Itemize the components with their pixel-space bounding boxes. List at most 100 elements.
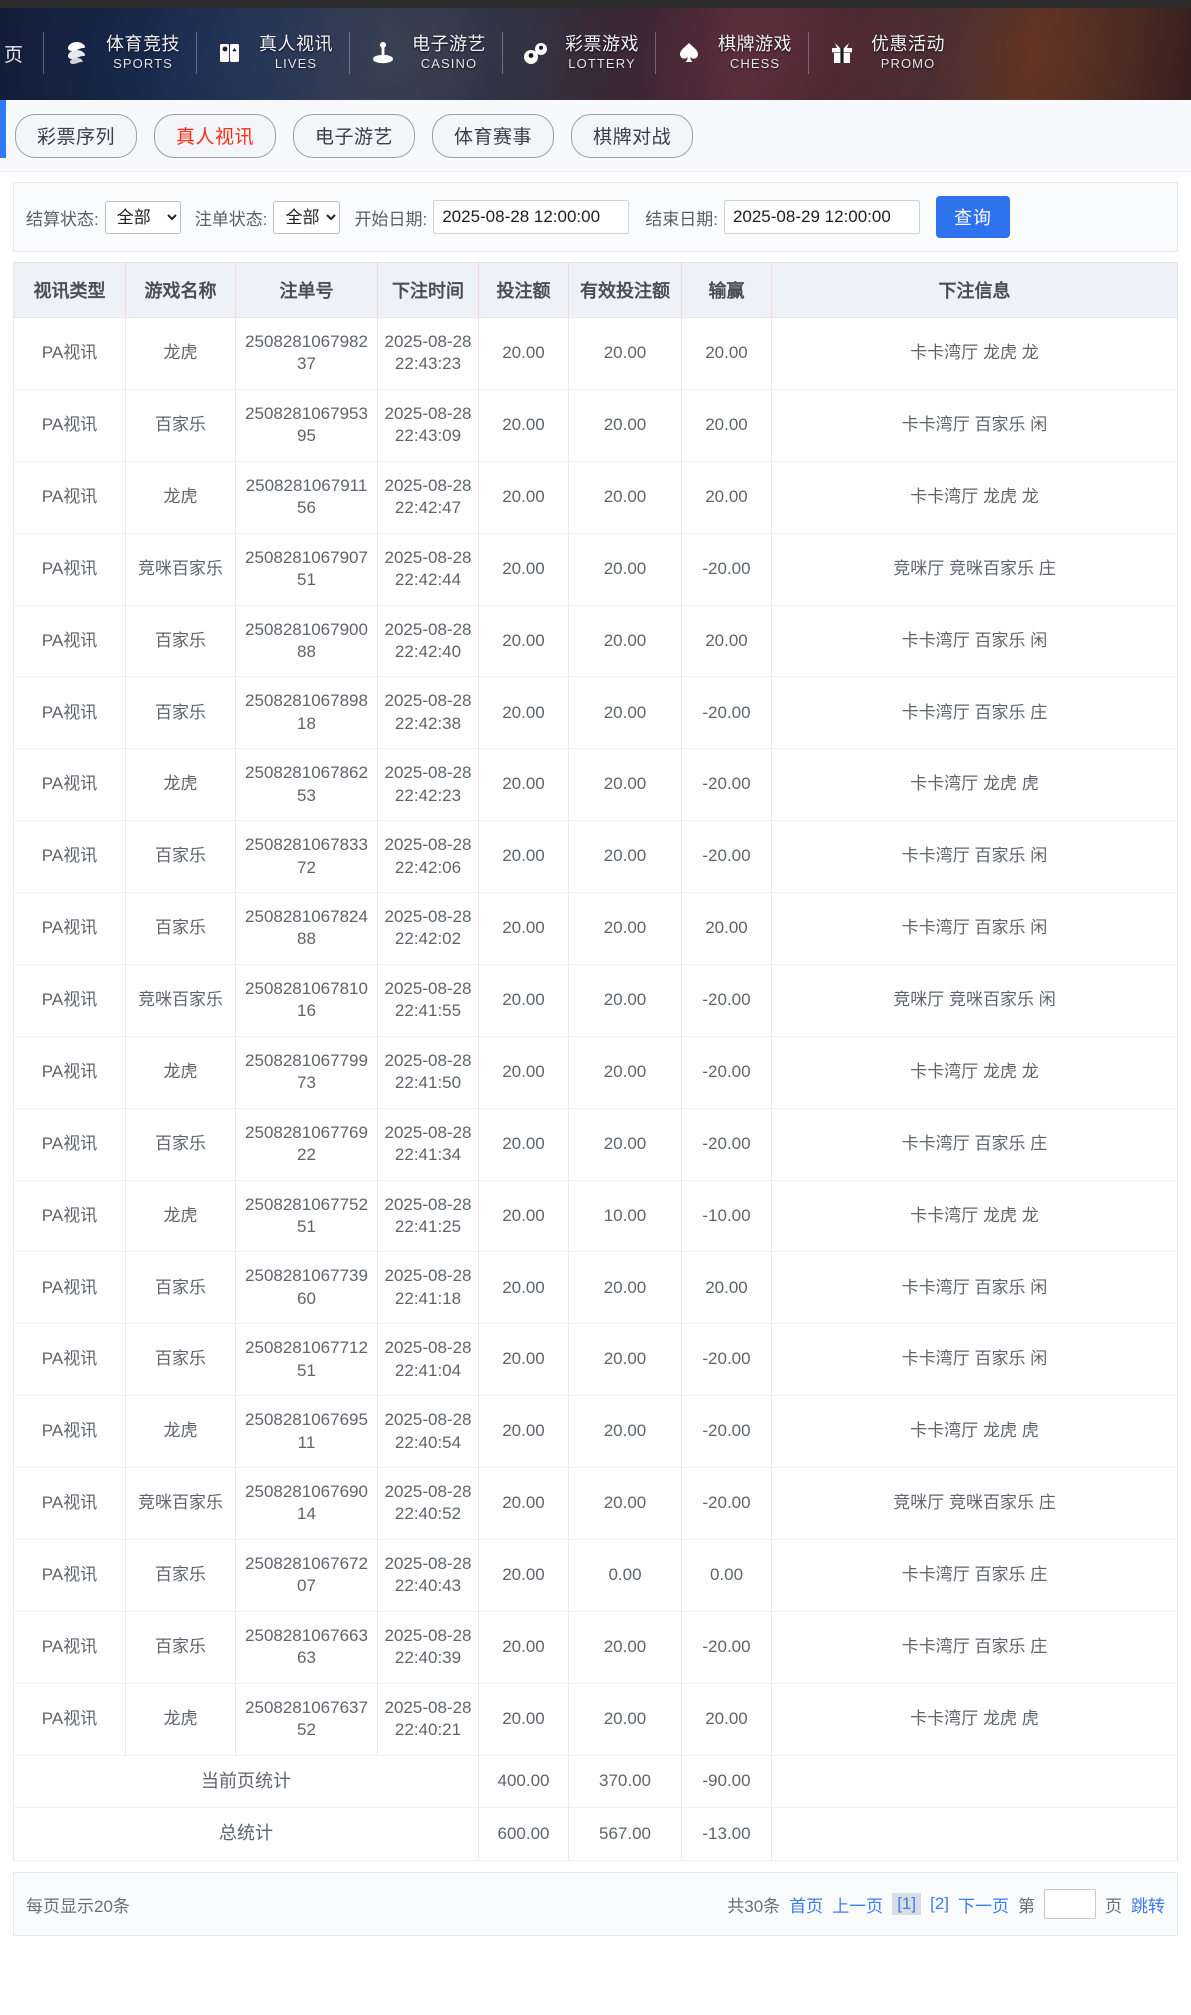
first-page-link[interactable]: 首页 bbox=[789, 1896, 824, 1916]
cell-game-name: 百家乐 bbox=[125, 1323, 236, 1397]
cell-bet-info: 卡卡湾厅 龙虎 虎 bbox=[771, 1395, 1178, 1468]
cell-game-name: 百家乐 bbox=[125, 892, 236, 965]
tab-lottery-series[interactable]: 彩票序列 bbox=[15, 114, 138, 158]
page-number-1[interactable]: [1] bbox=[892, 1893, 922, 1915]
nav-label-en: LIVES bbox=[274, 55, 318, 71]
cell-bet-id: 250828106798237 bbox=[235, 317, 378, 390]
cell-bet-info: 卡卡湾厅 百家乐 闲 bbox=[771, 892, 1178, 965]
cell-bet-info: 卡卡湾厅 百家乐 闲 bbox=[771, 1323, 1178, 1397]
order-status-select[interactable]: 全部 bbox=[273, 200, 341, 234]
cell-bet-time: 2025-08-28 22:42:02 bbox=[377, 892, 479, 965]
tab-electronic-games[interactable]: 电子游艺 bbox=[293, 114, 416, 158]
cell-game-name: 百家乐 bbox=[125, 820, 236, 893]
table-row: PA视讯 百家乐 250828106776922 2025-08-28 22:41:3… bbox=[13, 1108, 1178, 1181]
cell-bet-time: 2025-08-28 22:42:40 bbox=[377, 605, 479, 678]
cell-bet-id: 250828106771251 bbox=[235, 1323, 378, 1397]
page-summary-row: 当前页统计 400.00 370.00 -90.00 bbox=[13, 1755, 1178, 1809]
nav-item-sports[interactable]: 体育竞技 SPORTS bbox=[58, 34, 182, 72]
cell-win-loss: 20.00 bbox=[681, 892, 772, 965]
cell-valid-amount: 10.00 bbox=[568, 1180, 682, 1253]
cell-bet-time: 2025-08-28 22:42:23 bbox=[377, 748, 479, 822]
cell-valid-amount: 20.00 bbox=[568, 1683, 682, 1756]
nav-divider bbox=[502, 32, 504, 74]
table-row: PA视讯 百家乐 250828106767207 2025-08-28 22:40:4… bbox=[13, 1539, 1178, 1612]
cell-game-name: 龙虎 bbox=[125, 748, 236, 822]
cell-game-name: 龙虎 bbox=[125, 1180, 236, 1253]
cell-bet-amount: 20.00 bbox=[478, 1683, 569, 1756]
table-row: PA视讯 龙虎 250828106791156 2025-08-28 22:42:47… bbox=[13, 461, 1178, 534]
end-date-input[interactable] bbox=[723, 200, 920, 234]
query-button[interactable]: 查询 bbox=[935, 196, 1010, 238]
nav-label-cn: 体育竞技 bbox=[106, 34, 181, 55]
cell-bet-time: 2025-08-28 22:42:44 bbox=[377, 533, 479, 606]
nav-item-casino[interactable]: 电子游艺 CASINO bbox=[364, 34, 488, 72]
cell-game-name: 百家乐 bbox=[125, 676, 236, 750]
nav-label-en: CHESS bbox=[729, 55, 781, 71]
nav-item-chess[interactable]: 棋牌游戏 CHESS bbox=[670, 34, 794, 72]
prev-page-link[interactable]: 上一页 bbox=[832, 1896, 884, 1916]
column-header-video-type: 视讯类型 bbox=[13, 262, 126, 318]
page-summary-row-win-loss: -90.00 bbox=[681, 1755, 772, 1809]
cell-game-name: 龙虎 bbox=[125, 1683, 236, 1756]
cell-bet-id: 250828106790088 bbox=[235, 605, 378, 678]
cell-bet-info: 卡卡湾厅 百家乐 庄 bbox=[771, 676, 1178, 750]
cell-bet-info: 卡卡湾厅 龙虎 龙 bbox=[771, 1180, 1178, 1253]
tab-live-video[interactable]: 真人视讯 bbox=[154, 114, 277, 158]
settle-status-select[interactable]: 全部 bbox=[104, 200, 181, 234]
table-row: PA视讯 龙虎 250828106798237 2025-08-28 22:43:23… bbox=[13, 317, 1178, 390]
cell-valid-amount: 20.00 bbox=[568, 748, 682, 822]
jump-page-input[interactable] bbox=[1044, 1889, 1096, 1919]
nav-item-lottery[interactable]: 彩票游戏 LOTTERY bbox=[517, 34, 641, 72]
cell-video-type: PA视讯 bbox=[13, 820, 126, 893]
cell-bet-info: 卡卡湾厅 百家乐 庄 bbox=[771, 1611, 1178, 1684]
tab-chess-battle[interactable]: 棋牌对战 bbox=[571, 114, 694, 158]
cell-valid-amount: 20.00 bbox=[568, 1036, 682, 1109]
cell-win-loss: -10.00 bbox=[681, 1180, 772, 1253]
pagination-bar: 每页显示20条 共30条 首页 上一页 [1] [2] 下一页 第 页 跳转 bbox=[13, 1872, 1178, 1936]
start-date-input[interactable] bbox=[433, 200, 630, 234]
grand-summary-row-valid-amount: 567.00 bbox=[568, 1807, 682, 1861]
cell-bet-id: 250828106781016 bbox=[235, 964, 378, 1037]
nav-item-promo[interactable]: 优惠活动 PROMO bbox=[823, 34, 947, 72]
next-page-link[interactable]: 下一页 bbox=[958, 1896, 1009, 1916]
nav-label-cn: 彩票游戏 bbox=[565, 34, 640, 55]
cell-bet-time: 2025-08-28 22:41:50 bbox=[377, 1036, 479, 1109]
cell-bet-amount: 20.00 bbox=[478, 892, 569, 965]
total-count-label: 共30条 bbox=[727, 1896, 781, 1916]
nav-home-label[interactable]: 页 bbox=[4, 44, 24, 66]
cell-video-type: PA视讯 bbox=[13, 676, 126, 750]
cell-game-name: 百家乐 bbox=[125, 605, 236, 678]
cell-bet-time: 2025-08-28 22:40:21 bbox=[377, 1683, 479, 1756]
cell-win-loss: -20.00 bbox=[681, 964, 772, 1037]
grand-summary-row-win-loss: -13.00 bbox=[681, 1807, 772, 1861]
cell-bet-amount: 20.00 bbox=[478, 1395, 569, 1468]
cell-bet-info: 卡卡湾厅 百家乐 闲 bbox=[771, 820, 1178, 893]
per-page-label: 每页显示20条 bbox=[26, 1896, 130, 1916]
cell-bet-info: 卡卡湾厅 龙虎 虎 bbox=[771, 748, 1178, 822]
column-header-valid-amount: 有效投注额 bbox=[568, 262, 682, 318]
cell-game-name: 龙虎 bbox=[125, 317, 236, 390]
table-row: PA视讯 龙虎 250828106763752 2025-08-28 22:40:21… bbox=[13, 1683, 1178, 1756]
table-row: PA视讯 龙虎 250828106786253 2025-08-28 22:42:23… bbox=[13, 748, 1178, 822]
cell-bet-id: 250828106775251 bbox=[235, 1180, 378, 1253]
cell-win-loss: -20.00 bbox=[681, 820, 772, 893]
cell-valid-amount: 20.00 bbox=[568, 317, 682, 390]
cell-win-loss: -20.00 bbox=[681, 1467, 772, 1540]
cell-video-type: PA视讯 bbox=[13, 1323, 126, 1397]
column-header-bet-id: 注单号 bbox=[235, 262, 378, 318]
jump-button[interactable]: 跳转 bbox=[1131, 1896, 1165, 1916]
tab-sports-events[interactable]: 体育赛事 bbox=[432, 114, 555, 158]
table-row: PA视讯 竞咪百家乐 250828106781016 2025-08-28 22:41… bbox=[13, 964, 1178, 1037]
nav-divider bbox=[655, 32, 657, 74]
cell-bet-time: 2025-08-28 22:40:52 bbox=[377, 1467, 479, 1540]
page-number-2[interactable]: [2] bbox=[930, 1894, 949, 1913]
cell-bet-info: 竞咪厅 竞咪百家乐 闲 bbox=[771, 964, 1178, 1037]
cell-bet-amount: 20.00 bbox=[478, 1323, 569, 1397]
nav-top-strip bbox=[0, 0, 1191, 8]
cell-bet-amount: 20.00 bbox=[478, 317, 569, 390]
nav-item-lives[interactable]: 真人视讯 LIVES bbox=[211, 34, 335, 72]
cell-bet-info: 卡卡湾厅 龙虎 龙 bbox=[771, 317, 1178, 390]
cell-valid-amount: 0.00 bbox=[568, 1539, 682, 1612]
cell-win-loss: 20.00 bbox=[681, 1683, 772, 1756]
nav-label-en: CASINO bbox=[420, 55, 478, 71]
